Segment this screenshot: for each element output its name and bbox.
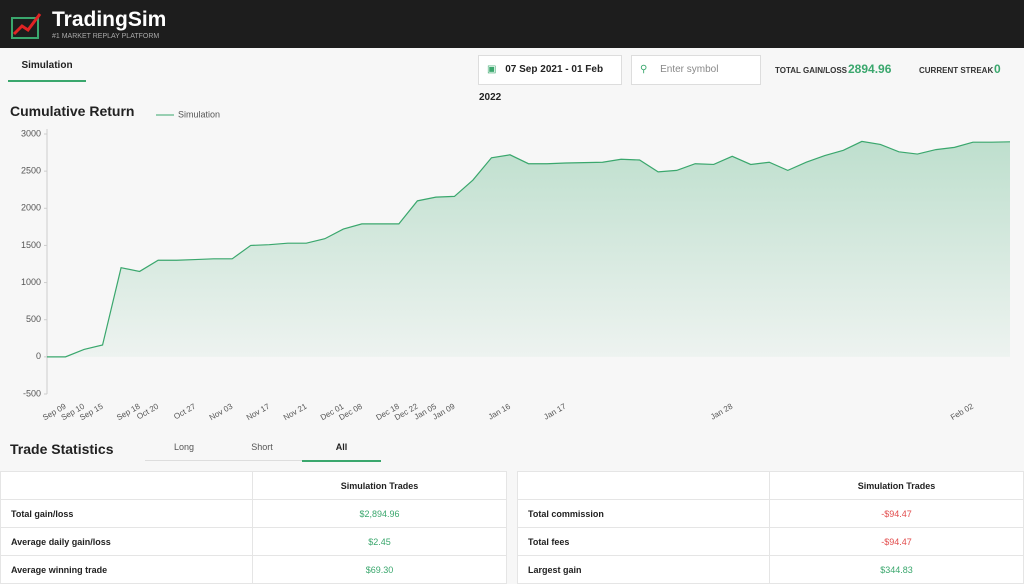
y-tick-label: 2500 bbox=[21, 166, 41, 176]
x-tick-label: Jan 17 bbox=[542, 401, 568, 421]
row-value: -$94.47 bbox=[769, 499, 1024, 528]
header: TradingSim #1 MARKET REPLAY PLATFORM bbox=[0, 0, 1024, 48]
stats-table-right: Simulation Trades Total commission -$94.4… bbox=[517, 471, 1024, 584]
x-tick-label: Jan 16 bbox=[487, 401, 513, 421]
streak-value: 0 bbox=[994, 62, 1001, 76]
row-value: $69.30 bbox=[252, 555, 507, 584]
y-tick-label: -500 bbox=[23, 388, 41, 398]
y-tick-label: 500 bbox=[26, 314, 41, 324]
tab-long[interactable]: Long bbox=[173, 442, 195, 452]
logo bbox=[11, 13, 42, 39]
y-tick-label: 3000 bbox=[21, 128, 41, 138]
line bbox=[47, 140, 1011, 358]
y-tick-label: 1000 bbox=[21, 277, 41, 287]
streak-label: CURRENT STREAK bbox=[919, 66, 994, 75]
tab[interactable]: Simulation bbox=[8, 60, 86, 82]
date-picker[interactable]: ▣ 07 Sep 2021 - 01 Feb 2022 bbox=[478, 55, 622, 103]
x-tick-label: Nov 21 bbox=[282, 401, 309, 422]
x-tick-label: Oct 20 bbox=[135, 401, 160, 421]
row-value: $344.83 bbox=[769, 555, 1024, 584]
row-label: Largest gain bbox=[517, 555, 770, 584]
date-range: 07 Sep 2021 - 01 Feb 2022 bbox=[479, 64, 604, 103]
y-tick-label: 2000 bbox=[21, 203, 41, 213]
stats-table-left: Simulation Trades Total gain/loss $2,894.… bbox=[0, 471, 507, 584]
row-value: $2.45 bbox=[252, 527, 507, 556]
legend-label: Simulation bbox=[178, 109, 220, 119]
tagline: #1 MARKET REPLAY PLATFORM bbox=[52, 33, 160, 40]
x-tick-label: Nov 03 bbox=[208, 401, 235, 422]
search-placeholder: Enter symbol bbox=[660, 64, 719, 75]
row-value: $2,894.96 bbox=[252, 499, 507, 528]
x-tick-label: Nov 17 bbox=[245, 401, 272, 422]
x-tick-label: Feb 02 bbox=[949, 401, 976, 422]
row-label: Average daily gain/loss bbox=[0, 527, 253, 556]
column-header: Simulation Trades bbox=[252, 471, 507, 500]
tab-all[interactable]: All bbox=[302, 442, 381, 462]
area bbox=[47, 141, 1010, 357]
y-tick-label: 0 bbox=[36, 351, 41, 361]
row-label: Total gain/loss bbox=[0, 499, 253, 528]
x-tick-label: Jan 28 bbox=[709, 401, 735, 421]
tab-short[interactable]: Short bbox=[251, 442, 273, 452]
y-tick-label: 1500 bbox=[21, 240, 41, 250]
chart-title: Cumulative Return bbox=[10, 103, 135, 119]
row-label: Average winning trade bbox=[0, 555, 253, 584]
gain-label: TOTAL GAIN/LOSS bbox=[775, 66, 848, 75]
gain-value: 2894.96 bbox=[848, 62, 892, 76]
search[interactable]: ⚲ Enter symbol bbox=[631, 55, 761, 85]
x-tick-label: Oct 27 bbox=[172, 401, 197, 421]
brand: TradingSim bbox=[52, 8, 167, 31]
column-header: Simulation Trades bbox=[769, 471, 1024, 500]
stat-tabs: Long Short All bbox=[145, 440, 381, 462]
stats-title: Trade Statistics bbox=[10, 441, 114, 457]
row-label: Total fees bbox=[517, 527, 770, 556]
row-value: -$94.47 bbox=[769, 527, 1024, 556]
row-label: Total commission bbox=[517, 499, 770, 528]
